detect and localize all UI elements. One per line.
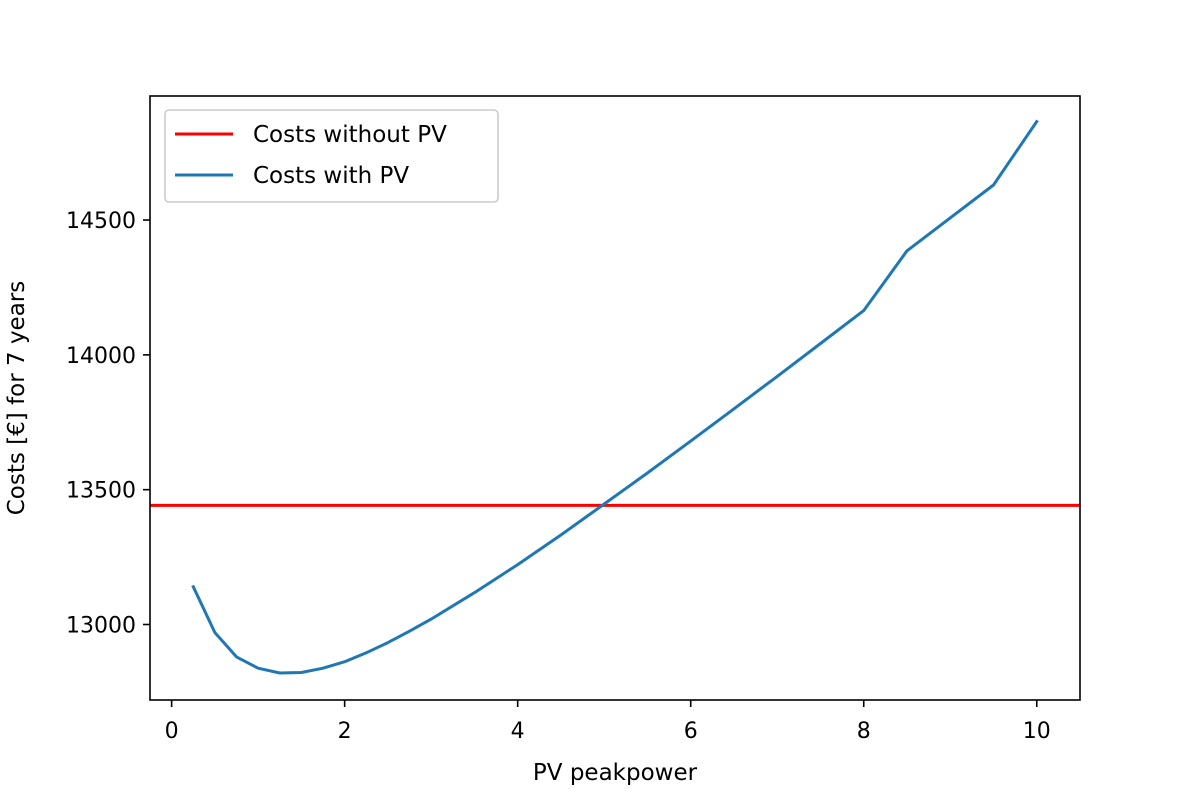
plot-series [150,119,1080,675]
x-tick-label: 4 [511,719,525,744]
x-axis-label: PV peakpower [533,760,698,786]
legend: Costs without PV Costs with PV [164,109,499,203]
x-tick-label: 0 [165,719,179,744]
legend-box [164,109,499,203]
legend-entry-label: Costs with PV [253,163,409,189]
y-tick-label: 13000 [66,614,136,639]
y-axis-label: Costs [€] for 7 years [4,281,30,516]
y-tick-label: 14000 [66,344,136,369]
series-line-costs-with-pv [191,119,1039,675]
y-tick-label: 13500 [66,479,136,504]
y-tick-label: 14500 [66,209,136,234]
axes-frame [149,95,1081,701]
axes: 0 2 4 6 8 10 13000 13500 14000 14500 [66,95,1081,744]
x-tick-label: 10 [1023,719,1051,744]
plot-area [150,119,1080,675]
legend-entry-label: Costs without PV [253,122,447,148]
x-tick-label: 8 [857,719,871,744]
x-tick-label: 2 [338,719,352,744]
x-tick-label: 6 [684,719,698,744]
